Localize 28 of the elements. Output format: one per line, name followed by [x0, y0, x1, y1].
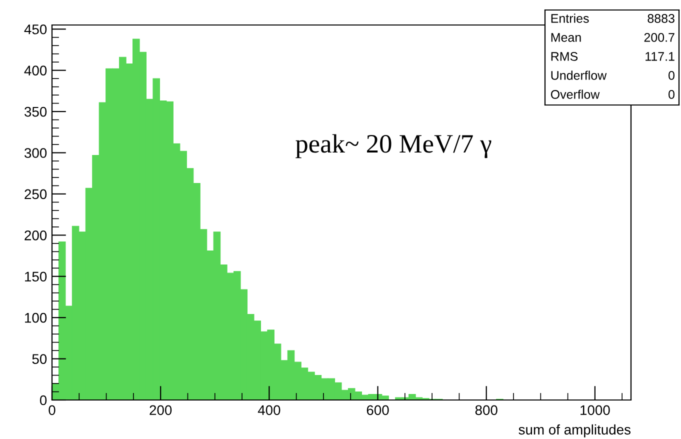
x-tick-label: 400: [258, 405, 280, 416]
annotation: Underflow: [551, 70, 607, 80]
annotation: Overflow: [550, 90, 600, 99]
x-axis-title: sum of amplitudes: [518, 424, 631, 438]
y-tick-label: 450: [24, 24, 47, 34]
x-tick-label: 1000: [580, 405, 610, 416]
annotation: RMS: [551, 52, 578, 61]
text: 200.7: [644, 33, 674, 42]
text: 117.1: [646, 52, 674, 61]
text: 0: [668, 90, 674, 99]
annotation: Mean: [551, 33, 581, 42]
text: 0: [668, 71, 674, 80]
x-tick-label: 600: [366, 405, 389, 416]
x-tick-label: 800: [475, 405, 498, 416]
text: Entries: [551, 14, 589, 23]
y-tick-label: 200: [24, 230, 47, 240]
y-tick-label: 250: [24, 189, 47, 200]
y-tick-label: 50: [32, 354, 47, 364]
y-tick-label: 350: [24, 106, 47, 117]
y-tick-label: 300: [24, 148, 47, 158]
x-tick-label: 200: [150, 405, 172, 416]
text: 8883: [648, 14, 674, 23]
annotation: peak~ 20 MeV/7 γ: [296, 134, 492, 158]
y-tick-label: 100: [25, 312, 47, 323]
y-tick-label: 0: [40, 395, 47, 406]
y-tick-label: 150: [25, 272, 47, 282]
y-tick-label: 400: [24, 66, 47, 76]
x-tick-label: 0: [48, 405, 56, 416]
